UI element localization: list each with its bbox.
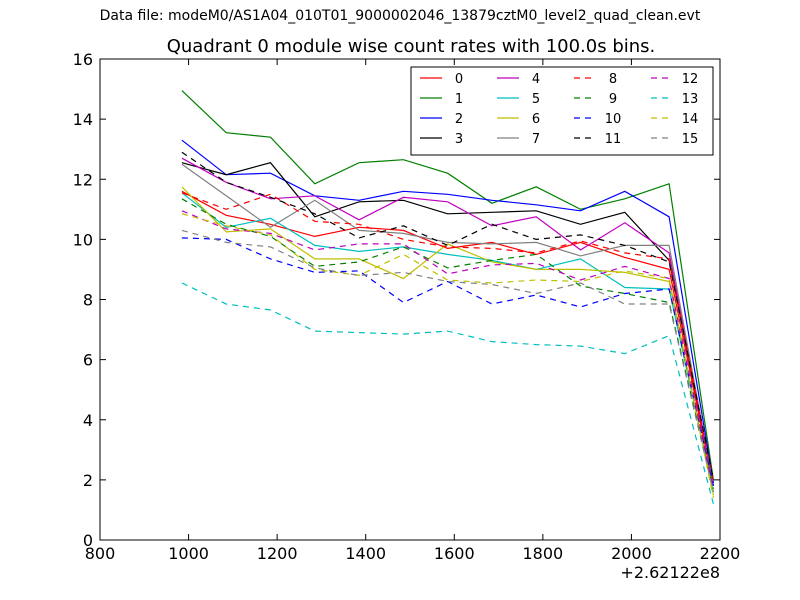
legend-label-13: 13 (682, 92, 699, 107)
series-line-9 (181, 198, 714, 490)
legend-label-3: 3 (455, 132, 463, 147)
series-line-8 (181, 192, 714, 484)
data-file-title: Data file: modeM0/AS1A04_010T01_90000020… (99, 8, 701, 24)
y-tick-label: 6 (83, 351, 93, 370)
series-line-11 (181, 151, 714, 481)
series-line-15 (181, 229, 714, 493)
y-tick-label: 0 (83, 531, 93, 550)
y-tick-label: 12 (73, 170, 93, 189)
legend-label-10: 10 (605, 112, 622, 127)
series-line-1 (181, 90, 714, 480)
x-tick-label: 800 (85, 544, 116, 563)
legend-label-12: 12 (682, 72, 699, 87)
series-line-14 (181, 213, 714, 499)
legend-label-11: 11 (605, 132, 622, 147)
legend-label-15: 15 (682, 132, 699, 147)
series-layer (181, 90, 714, 505)
x-tick-label: 2000 (611, 544, 652, 563)
legend-label-9: 9 (609, 92, 617, 107)
x-tick-label: 2200 (700, 544, 741, 563)
series-line-6 (181, 186, 714, 496)
legend-label-0: 0 (455, 72, 463, 87)
series-line-0 (181, 190, 714, 487)
x-offset-label: +2.62122e8 (620, 563, 720, 582)
series-line-10 (181, 237, 714, 487)
series-line-2 (181, 139, 714, 483)
series-line-12 (181, 210, 714, 490)
legend-box (410, 66, 714, 156)
legend-label-4: 4 (532, 72, 540, 87)
x-tick-label: 1000 (168, 544, 209, 563)
x-tick-label: 1800 (522, 544, 563, 563)
legend-label-7: 7 (532, 132, 540, 147)
series-line-5 (181, 192, 714, 493)
y-tick-label: 16 (73, 50, 93, 69)
series-line-3 (181, 162, 714, 484)
y-tick-label: 2 (83, 471, 93, 490)
x-tick-label: 1600 (434, 544, 475, 563)
legend-label-8: 8 (609, 72, 617, 87)
legend-label-14: 14 (682, 112, 699, 127)
legend-label-1: 1 (455, 92, 463, 107)
series-line-13 (181, 282, 714, 505)
x-tick-label: 1200 (257, 544, 298, 563)
y-tick-label: 10 (73, 230, 93, 249)
x-tick-label: 1400 (345, 544, 386, 563)
legend-label-5: 5 (532, 92, 540, 107)
axis-layer: 800 1000 1200 1400 1600 1800 2000 2200024681012… (73, 50, 741, 563)
series-line-7 (181, 163, 714, 487)
y-tick-label: 8 (83, 291, 93, 310)
y-tick-label: 14 (73, 110, 93, 129)
y-tick-label: 4 (83, 411, 93, 430)
chart-title: Quadrant 0 module wise count rates with … (166, 36, 656, 57)
series-line-4 (181, 157, 714, 487)
legend-label-6: 6 (532, 112, 540, 127)
legend-label-2: 2 (455, 112, 463, 127)
